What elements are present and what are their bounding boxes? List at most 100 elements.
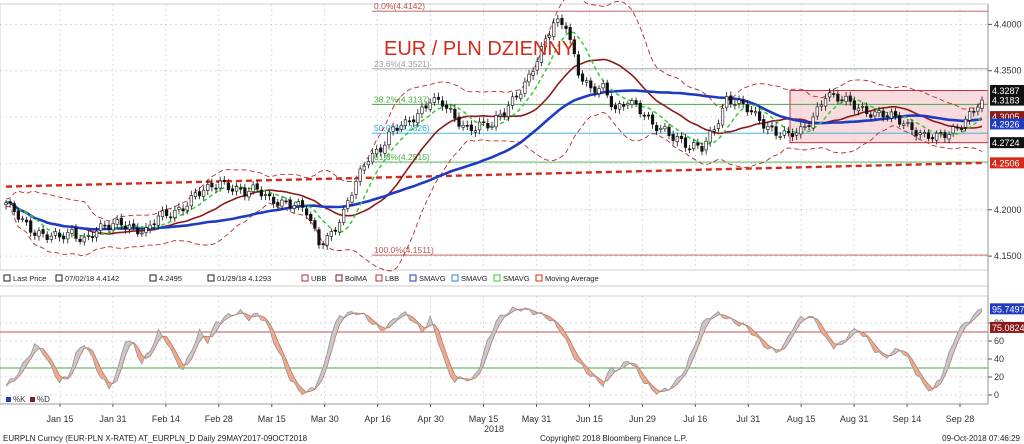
osc-fill-segment <box>76 347 81 367</box>
candle-body <box>807 125 811 127</box>
candle-body <box>329 231 333 237</box>
candle-body <box>815 106 819 117</box>
candle-body <box>720 107 725 126</box>
candle-body <box>959 128 964 130</box>
candle-body <box>663 126 667 130</box>
legend: Last Price 07/02/18 4.4142 4.2495 01/29/18 … <box>0 274 988 287</box>
high-icon <box>55 274 63 282</box>
candle-body <box>428 102 432 110</box>
candle-body <box>609 96 613 108</box>
candle-body <box>515 95 519 98</box>
candle-body <box>708 130 712 143</box>
osc-value-label: 75.0824 <box>992 323 1024 333</box>
osc-fill-segment <box>611 367 616 376</box>
osc-fill-segment <box>150 342 155 357</box>
candle-body <box>494 115 498 128</box>
candle-body <box>873 111 877 117</box>
osc-fill-segment <box>911 359 917 375</box>
osc-fill-segment <box>409 315 414 323</box>
candle-body <box>980 99 984 109</box>
candle-body <box>461 124 465 128</box>
candle-body <box>618 103 622 110</box>
candle-body <box>272 196 276 204</box>
y-tick-label: 4.2000 <box>994 205 1022 215</box>
candle-body <box>375 148 379 155</box>
candle-body <box>613 105 618 110</box>
candle-body <box>12 203 16 212</box>
candle-body <box>696 142 700 146</box>
candle-body <box>148 224 152 230</box>
candle-body <box>292 205 296 209</box>
candle-body <box>115 219 119 225</box>
osc-tick-label: 20 <box>994 372 1004 382</box>
footer-left: EURPLN Curncy (EUR-PLN X-RATE) AT_EURPLN… <box>3 434 308 443</box>
osc-fill-segment <box>388 319 394 328</box>
candle-body <box>531 71 535 76</box>
osc-fill-segment <box>216 321 221 332</box>
candles <box>4 14 984 250</box>
osc-fill-segment <box>697 323 702 348</box>
osc-fill-segment <box>195 329 200 351</box>
candle-body <box>197 191 202 197</box>
osc-fill-segment <box>607 367 612 381</box>
candle-body <box>440 100 445 107</box>
x-axis: Jan 15 Jan 31 Feb 14 Feb 28 Mar 15 Mar 30 Apr … <box>0 403 988 434</box>
candle-body <box>527 73 531 83</box>
price-tag-label: 4.3287 <box>992 86 1020 96</box>
candle-body <box>626 103 630 106</box>
osc-fill-segment <box>949 344 954 366</box>
osc-fill-segment <box>96 359 101 378</box>
osc-fill-segment <box>977 308 982 316</box>
candle-body <box>181 208 185 212</box>
candle-body <box>762 119 766 129</box>
candle-body <box>309 214 313 222</box>
line-icon <box>375 274 383 282</box>
candle-body <box>568 27 572 40</box>
x-tick-label: Aug 31 <box>840 414 869 424</box>
candle-body <box>786 130 791 133</box>
osc-fill-segment <box>689 348 694 367</box>
candle-body <box>877 110 881 114</box>
osc-fill-segment <box>944 351 950 376</box>
osc-tick-label: 40 <box>994 354 1004 364</box>
osc-value-tag <box>990 303 1024 315</box>
osc-fill-segment <box>693 339 698 358</box>
osc-fill-segment <box>174 349 179 367</box>
osc-fill-segment <box>166 336 171 349</box>
osc-fill-segment <box>487 333 492 354</box>
candle-body <box>601 83 605 89</box>
candle-body <box>185 205 189 211</box>
x-tick-label: Apr 16 <box>364 414 391 424</box>
osc-fill-segment <box>339 315 344 325</box>
candle-body <box>424 105 428 109</box>
candle-body <box>782 130 786 136</box>
osc-fill-segment <box>714 311 719 318</box>
candle-body <box>823 98 828 107</box>
osc-fill-segment <box>496 314 501 332</box>
osc-fill-segment <box>788 330 793 344</box>
candle-body <box>683 137 688 148</box>
candle-body <box>358 168 362 182</box>
candle-body <box>230 188 235 192</box>
candle-body <box>78 238 82 242</box>
candle-body <box>465 124 469 127</box>
osc-fill-segment <box>125 341 130 356</box>
osc-fill-segment <box>751 328 756 336</box>
candle-body <box>473 130 478 133</box>
osc-fill-segment <box>327 335 332 367</box>
candle-body <box>918 132 922 135</box>
osc-fill-segment <box>800 316 805 323</box>
osc-fill-segment <box>825 331 830 343</box>
candle-body <box>539 46 543 63</box>
fib-level-label: 23.6%(4.3521) <box>374 59 430 69</box>
price-tag-label: 4.2926 <box>992 119 1020 129</box>
candle-body <box>247 191 251 198</box>
candle-body <box>943 132 947 139</box>
osc-fill-segment <box>277 340 282 357</box>
candle-body <box>766 126 770 130</box>
candle-body <box>49 235 53 240</box>
candle-body <box>469 124 473 132</box>
candle-body <box>366 160 370 166</box>
candle-body <box>445 104 449 109</box>
fib-level-label: 100.0%(4.1511) <box>374 245 434 255</box>
